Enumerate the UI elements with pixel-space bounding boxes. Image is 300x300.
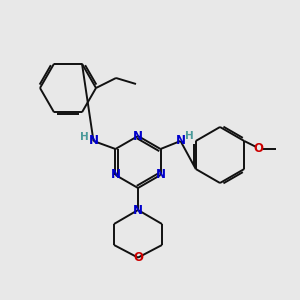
Text: H: H bbox=[80, 132, 89, 142]
Text: N: N bbox=[155, 169, 166, 182]
Text: N: N bbox=[133, 130, 143, 142]
Text: N: N bbox=[133, 203, 143, 217]
Text: N: N bbox=[88, 134, 98, 148]
Text: H: H bbox=[185, 131, 194, 141]
Text: O: O bbox=[133, 251, 143, 264]
Text: N: N bbox=[110, 169, 121, 182]
Text: N: N bbox=[176, 134, 185, 148]
Text: O: O bbox=[253, 142, 263, 155]
